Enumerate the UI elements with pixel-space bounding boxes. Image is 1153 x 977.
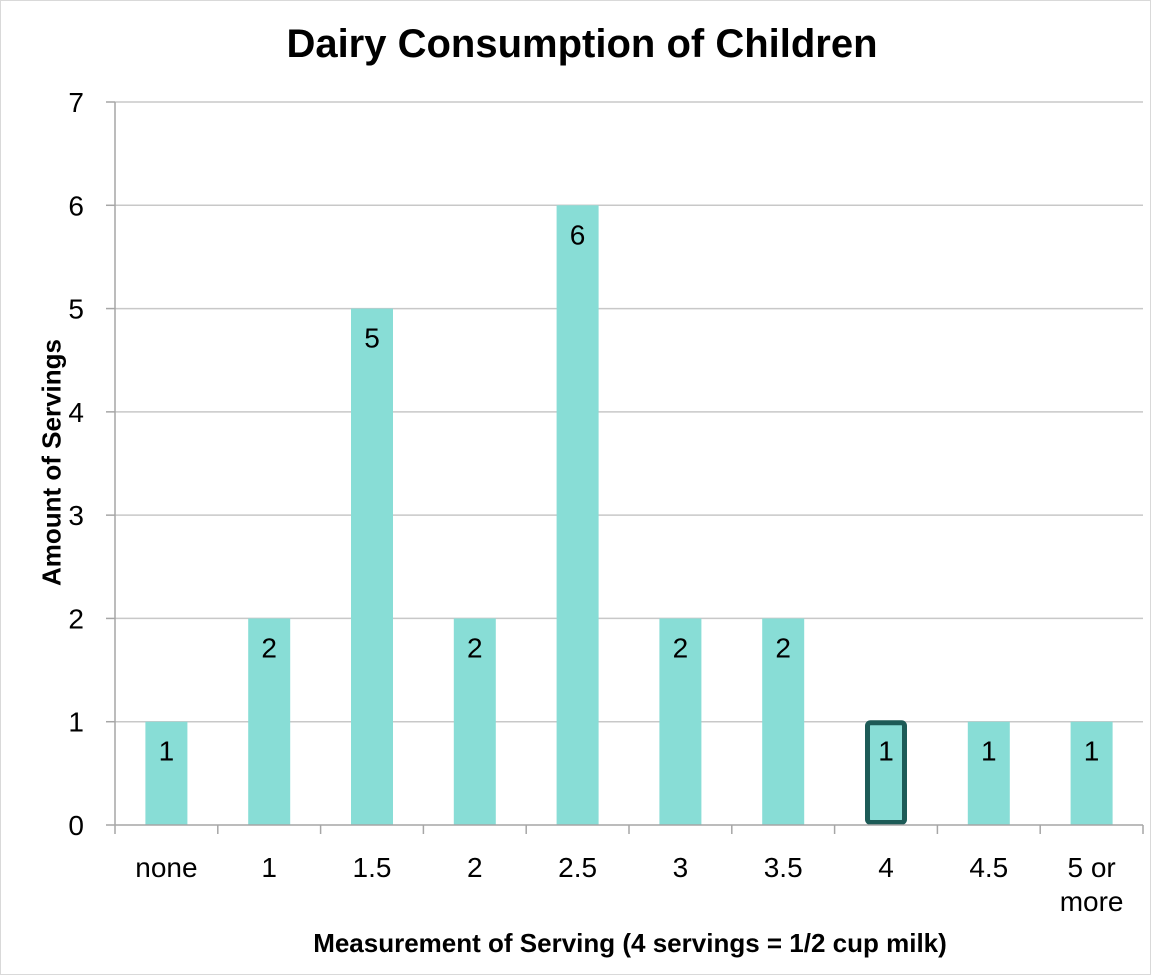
y-tick-label: 2 — [68, 603, 84, 634]
x-tick-label: 5 or more — [1060, 852, 1124, 917]
y-tick-label: 0 — [68, 810, 84, 841]
bar — [762, 618, 805, 825]
x-tick-label: 4.5 — [969, 852, 1008, 883]
chart-title: Dairy Consumption of Children — [286, 22, 878, 66]
bar — [351, 308, 393, 826]
x-tick-label: 3.5 — [764, 852, 803, 883]
bar-data-label: 2 — [261, 632, 277, 663]
bar-data-label: 1 — [878, 736, 894, 767]
x-tick-label: 2.5 — [558, 852, 597, 883]
bar-data-label: 1 — [159, 736, 175, 767]
y-tick-label: 5 — [68, 294, 84, 325]
x-tick-label: 4 — [878, 852, 894, 883]
y-tick-label: 6 — [68, 190, 84, 221]
x-tick-label-line: none — [135, 852, 197, 883]
x-tick-label: 3 — [673, 852, 689, 883]
x-tick-label-line: 1.5 — [353, 852, 392, 883]
y-tick-label: 1 — [68, 707, 84, 738]
x-tick-label-line: 3 — [673, 852, 689, 883]
x-tick-label-line: 4 — [878, 852, 894, 883]
bar-data-label: 5 — [364, 323, 380, 354]
bar-data-label: 1 — [1084, 736, 1100, 767]
x-tick-label-line: 3.5 — [764, 852, 803, 883]
bar-data-label: 6 — [570, 219, 586, 250]
bar — [556, 205, 599, 826]
y-tick-label: 4 — [68, 397, 84, 428]
y-tick-label: 3 — [68, 500, 84, 531]
bar-data-label: 2 — [467, 632, 483, 663]
x-tick-label-line: 1 — [261, 852, 277, 883]
bar-highlighted — [865, 720, 907, 826]
x-tick-label-line: more — [1060, 886, 1124, 917]
x-tick-label-line: 2.5 — [558, 852, 597, 883]
x-tick-label: 2 — [467, 852, 483, 883]
bar — [453, 618, 496, 825]
bar-data-label: 2 — [673, 632, 689, 663]
bar — [248, 618, 291, 825]
bar — [967, 721, 1010, 825]
bar-data-label: 1 — [981, 736, 997, 767]
x-tick-label: none — [135, 852, 197, 883]
x-tick-label: 1.5 — [353, 852, 392, 883]
bar-data-label: 2 — [775, 632, 791, 663]
x-tick-label-line: 4.5 — [969, 852, 1008, 883]
bar — [1070, 721, 1113, 825]
x-tick-label: 1 — [261, 852, 277, 883]
bar — [145, 721, 188, 825]
x-tick-label-line: 5 or — [1067, 852, 1115, 883]
x-axis-label: Measurement of Serving (4 servings = 1/2… — [313, 928, 947, 958]
bar — [659, 618, 702, 825]
y-tick-label: 7 — [68, 87, 84, 118]
x-tick-label-line: 2 — [467, 852, 483, 883]
